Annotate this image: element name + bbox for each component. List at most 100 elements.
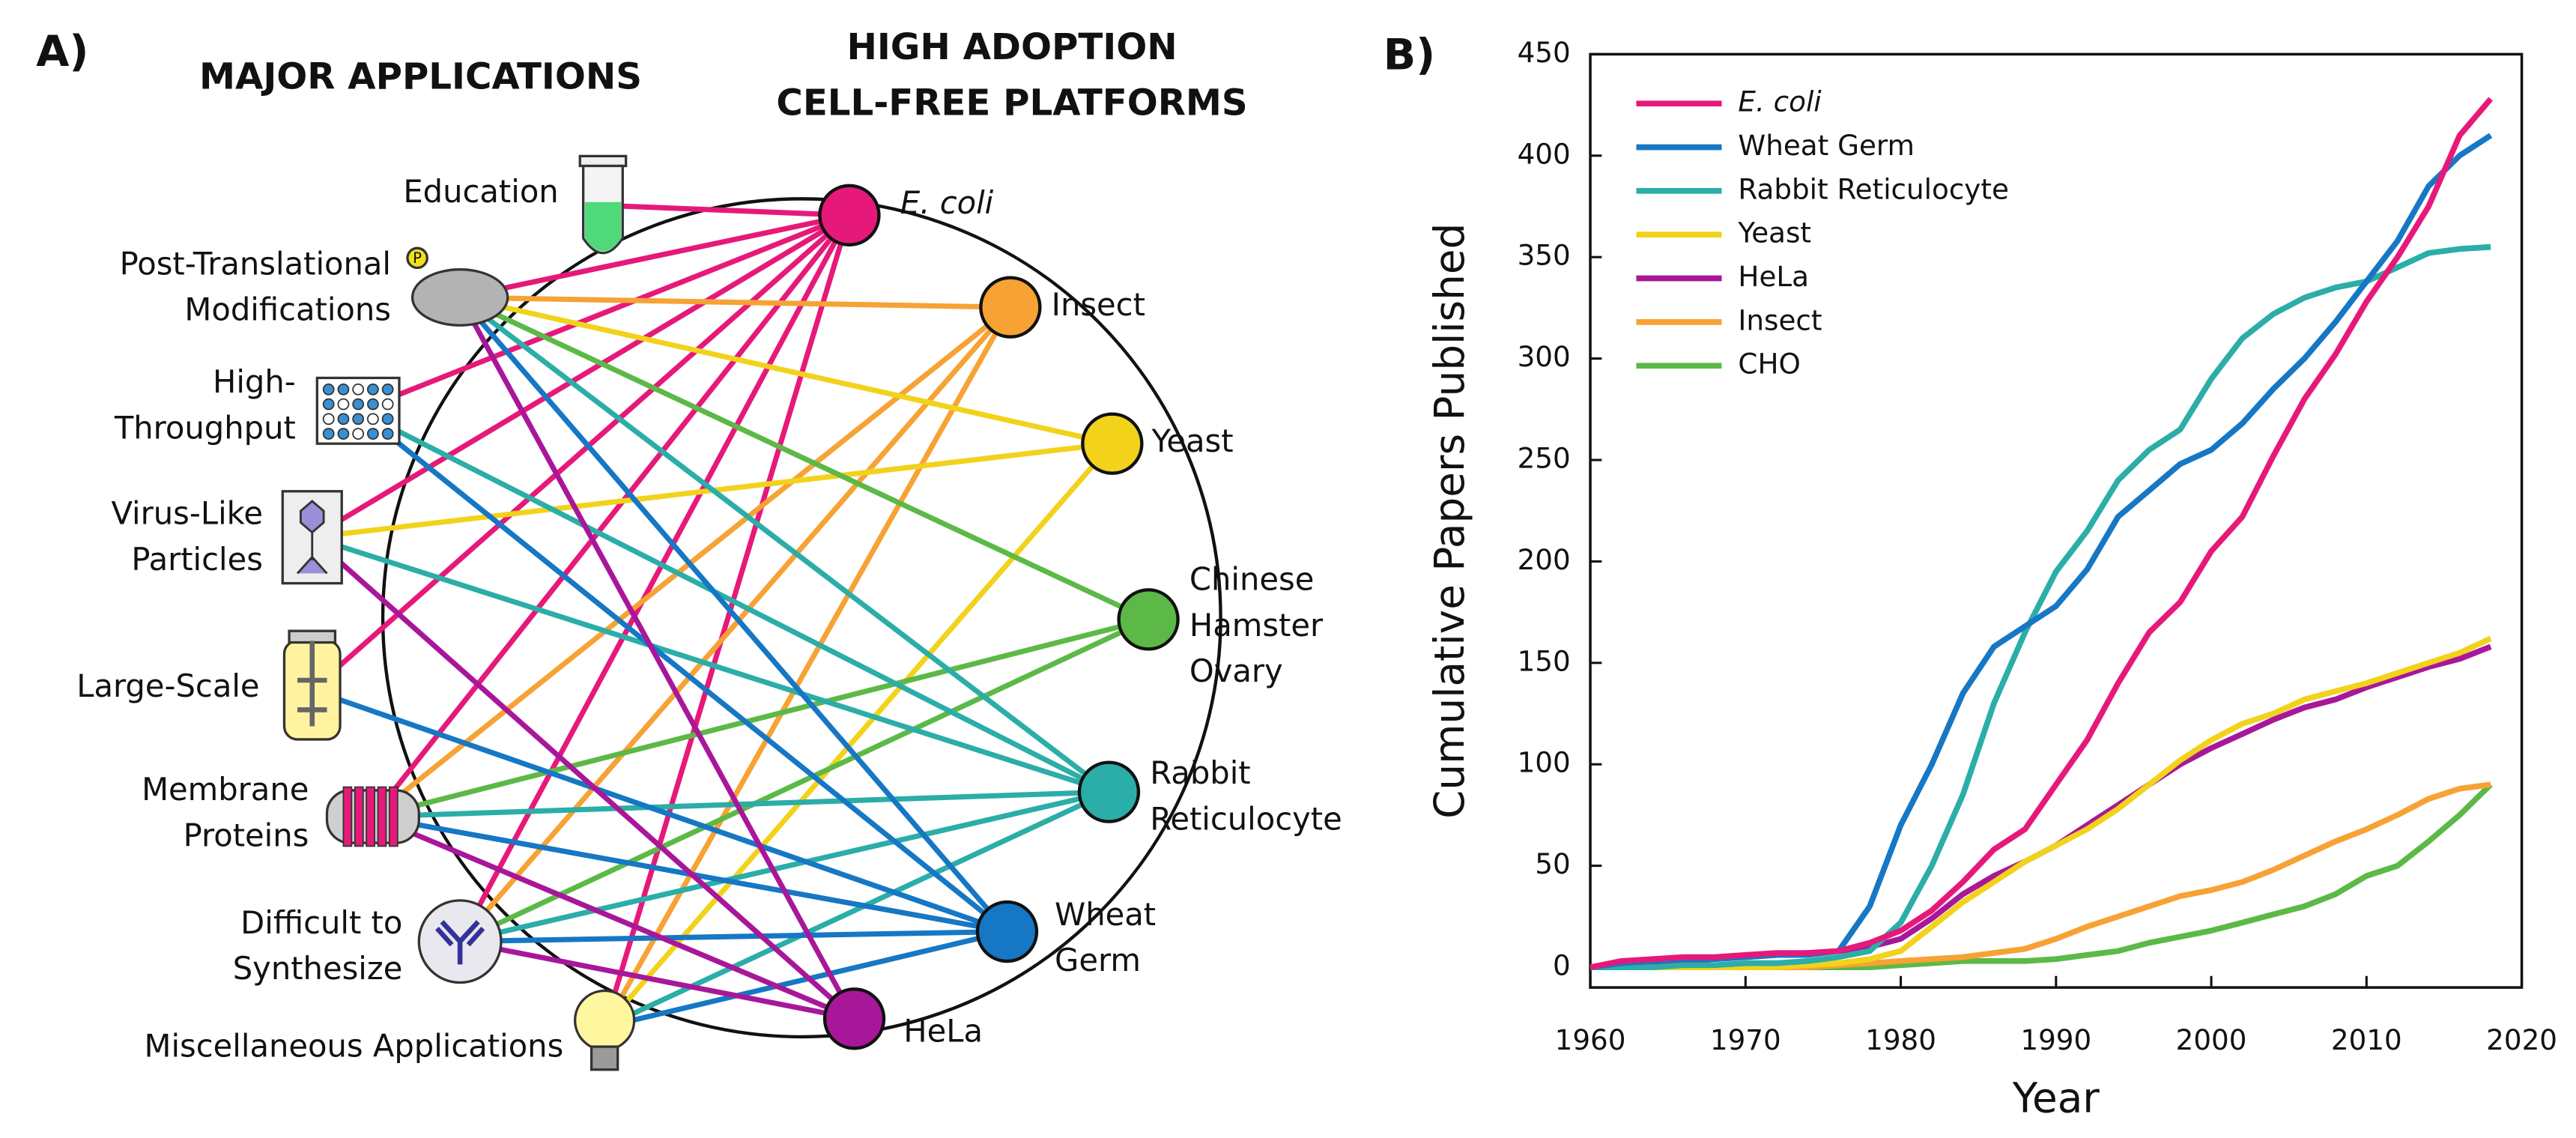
x-axis-title: Year: [2012, 1074, 2100, 1122]
well: [322, 428, 335, 440]
platform-label: Ovary: [1189, 653, 1283, 689]
well: [381, 413, 394, 426]
edge: [356, 408, 1009, 934]
platform-label: Chinese: [1189, 560, 1314, 597]
well: [367, 428, 379, 440]
well: [367, 383, 379, 396]
membrane-helix: [388, 786, 398, 847]
well: [337, 428, 350, 440]
membrane-helix: [366, 786, 375, 847]
well: [381, 383, 394, 396]
platform-label: Reticulocyte: [1150, 801, 1342, 838]
well: [337, 398, 350, 411]
reactor-cap: [288, 629, 337, 644]
well: [322, 398, 335, 411]
bulb-base: [590, 1045, 619, 1071]
edge: [458, 214, 852, 943]
x-tick-label: 2020: [2486, 1023, 2557, 1056]
legend-label: HeLa: [1738, 260, 1809, 293]
edge: [357, 213, 851, 414]
edge: [459, 939, 855, 1022]
x-tick-label: 1970: [1710, 1023, 1781, 1056]
panel-label: B): [1384, 30, 1436, 79]
platform-node: [1077, 760, 1141, 823]
platform-node: [1081, 412, 1144, 475]
platform-node: [979, 276, 1042, 339]
right-title: HIGH ADOPTION: [846, 26, 1177, 68]
y-tick-label: 450: [1518, 36, 1571, 69]
edge: [458, 294, 1150, 623]
y-tick-label: 250: [1518, 441, 1571, 474]
edge: [372, 617, 1149, 820]
series-line: [1589, 133, 2493, 970]
series-line: [1590, 782, 2493, 970]
y-tick-label: 200: [1518, 543, 1571, 576]
edge: [310, 213, 851, 540]
edge: [459, 212, 850, 300]
well: [352, 398, 365, 411]
platform-label: Hamster: [1189, 607, 1324, 644]
edge: [372, 789, 1109, 820]
well: [381, 428, 394, 440]
edge: [460, 294, 1010, 310]
ptm-icon: [410, 268, 509, 327]
edge: [310, 213, 852, 692]
legend-label: Rabbit Reticulocyte: [1738, 172, 2008, 205]
application-label: Particles: [131, 541, 263, 578]
series-line: [1590, 243, 2491, 970]
platform-label: HeLa: [903, 1013, 983, 1050]
legend-label: E. coli: [1738, 85, 1822, 118]
reactor-stirrer: [297, 641, 327, 727]
platform-label: Germ: [1055, 942, 1141, 978]
well: [381, 398, 394, 411]
x-tick-label: 1990: [2020, 1023, 2091, 1056]
antibody: [434, 920, 485, 965]
edge: [371, 214, 852, 819]
well: [352, 428, 365, 440]
edge: [601, 214, 852, 1028]
edge: [357, 408, 1111, 795]
series-line: [1590, 781, 2491, 970]
series-line: [1589, 97, 2494, 970]
well: [367, 413, 379, 426]
edges: [310, 202, 1150, 1030]
platform-label: E. coli: [900, 184, 994, 221]
legend-label: Wheat Germ: [1738, 129, 1914, 162]
application-label: Proteins: [184, 817, 309, 854]
edge: [458, 295, 1111, 794]
platform-label: Wheat: [1055, 896, 1156, 933]
edge: [458, 295, 1010, 933]
bulb-icon: [574, 989, 636, 1052]
edge: [460, 929, 1007, 945]
edge: [602, 441, 1115, 1029]
right-title: CELL-FREE PLATFORMS: [776, 82, 1247, 124]
x-tick-label: 2000: [2176, 1023, 2247, 1056]
legend-label: Yeast: [1737, 217, 1811, 249]
x-tick-label: 2010: [2331, 1023, 2402, 1056]
edge: [602, 202, 850, 218]
well: [337, 383, 350, 396]
application-label: Virus-Like: [111, 495, 262, 532]
platform-node: [818, 184, 881, 246]
edge: [458, 617, 1150, 944]
ptm-badge-text: P: [413, 249, 422, 267]
vlp-virus: [296, 500, 328, 575]
tube-icon: [578, 154, 628, 168]
series-line: [1590, 635, 2492, 970]
edge: [602, 306, 1013, 1029]
application-label: Synthesize: [233, 950, 403, 987]
platform-label: Yeast: [1151, 423, 1233, 459]
membrane-helix: [342, 786, 353, 847]
application-label: Difficult to: [240, 904, 402, 941]
application-label: Membrane: [142, 771, 309, 808]
application-label: High-: [213, 363, 296, 400]
edge: [311, 687, 1008, 934]
x-tick-label: 1980: [1865, 1023, 1936, 1056]
x-tick-label: 1960: [1555, 1023, 1626, 1056]
edge: [372, 814, 855, 1022]
y-tick-label: 400: [1518, 137, 1571, 170]
application-label: Post-Translational: [120, 245, 391, 282]
edge: [458, 305, 1013, 943]
